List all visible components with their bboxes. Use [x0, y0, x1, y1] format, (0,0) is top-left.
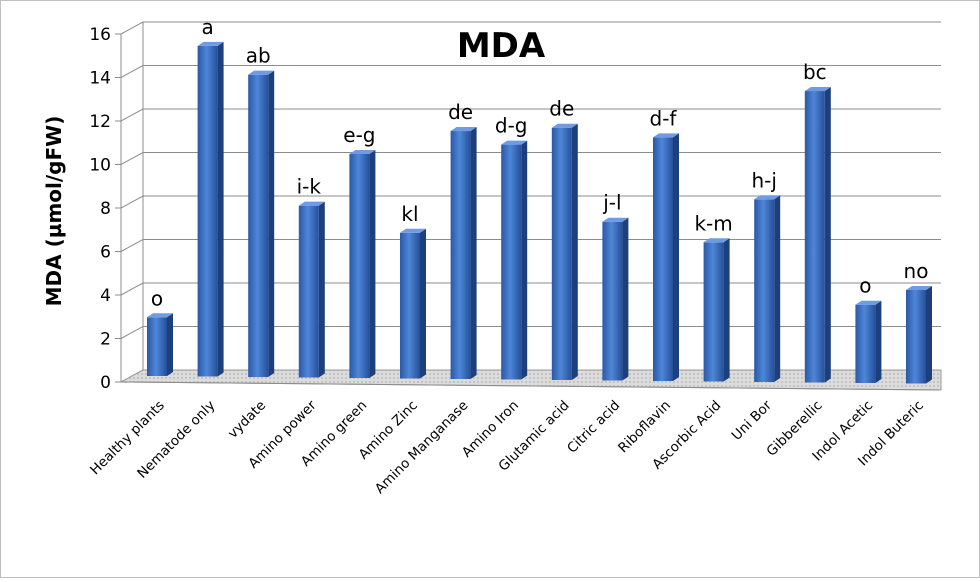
bar-front: [855, 305, 875, 383]
x-tick-label: vydate: [225, 398, 269, 442]
x-tick-label: Uni Bor: [729, 397, 776, 444]
bar-front: [198, 46, 218, 377]
bar: [602, 218, 628, 381]
bar-annotation: no: [904, 259, 929, 283]
bar: [198, 42, 224, 377]
bar-side: [319, 202, 325, 378]
bar-side: [167, 313, 173, 376]
bar: [400, 229, 426, 379]
bar-annotation: d-g: [495, 114, 528, 138]
bar: [906, 286, 932, 384]
y-tick-label: 14: [89, 69, 111, 89]
bar: [248, 71, 274, 377]
bar: [754, 195, 780, 382]
bar-annotation: k-m: [694, 211, 732, 235]
bar-annotation: o: [859, 274, 871, 298]
bar-front: [400, 233, 420, 379]
y-tick-label: 0: [100, 373, 111, 393]
bar: [552, 124, 578, 380]
bar-front: [349, 154, 369, 378]
bars: [147, 42, 932, 384]
bar-front: [552, 128, 572, 380]
bar-annotation: h-j: [751, 168, 776, 192]
bar-side: [420, 229, 426, 379]
bar-side: [572, 124, 578, 380]
bar-front: [299, 206, 319, 378]
bar: [704, 238, 730, 381]
bar-annotation: j-l: [602, 191, 621, 215]
y-axis-label: MDA (µmol/gFW): [42, 116, 66, 307]
bar-annotation: d-f: [650, 106, 678, 130]
bar-front: [754, 199, 774, 382]
bar-front: [602, 222, 622, 381]
bar: [805, 87, 831, 382]
bar-annotation: ab: [246, 44, 271, 68]
bar-side: [926, 286, 932, 384]
bar-annotation: e-g: [343, 123, 375, 147]
bar-side: [218, 42, 224, 377]
bar-annotation: de: [448, 100, 473, 124]
y-tick-labels: 0 2 4 6 8 10 12 14 16: [89, 25, 111, 393]
x-tick-label: Citric acid: [564, 398, 623, 457]
bar-front: [451, 131, 471, 379]
bar-front: [704, 242, 724, 381]
bar-side: [268, 71, 274, 377]
bar-side: [774, 195, 780, 382]
bar-annotation: de: [549, 97, 574, 121]
y-tick-label: 6: [100, 243, 111, 263]
bar-side: [724, 238, 730, 381]
bar-annotation: kl: [401, 202, 418, 226]
bar-front: [248, 75, 268, 377]
bar-side: [673, 133, 679, 381]
bar: [855, 301, 881, 383]
bar: [147, 313, 173, 376]
bar-front: [805, 91, 825, 382]
chart-title: MDA: [457, 26, 546, 66]
bar-annotation: bc: [803, 60, 827, 84]
y-tick-label: 8: [100, 199, 111, 219]
bar-front: [501, 145, 521, 380]
bar-side: [622, 218, 628, 381]
bar-side: [471, 127, 477, 379]
bar: [451, 127, 477, 379]
bar-side: [875, 301, 881, 383]
bar-annotation: a: [201, 15, 213, 39]
bar: [349, 150, 375, 378]
bar: [653, 133, 679, 381]
bar-annotation: o: [151, 286, 163, 310]
bar: [501, 141, 527, 380]
bar-side: [521, 141, 527, 380]
y-tick-label: 16: [89, 25, 111, 45]
y-tick-label: 10: [89, 156, 111, 176]
y-tick-label: 4: [100, 286, 111, 306]
bar-front: [906, 290, 926, 384]
y-tick-label: 2: [100, 330, 111, 350]
bar-front: [147, 317, 167, 376]
bar-annotation: i-k: [297, 175, 322, 199]
y-tick-label: 12: [89, 112, 111, 132]
bar-side: [825, 87, 831, 382]
bar-side: [369, 150, 375, 378]
bar-front: [653, 137, 673, 381]
bar: [299, 202, 325, 378]
x-tick-label: Amino Manganase: [372, 398, 472, 498]
